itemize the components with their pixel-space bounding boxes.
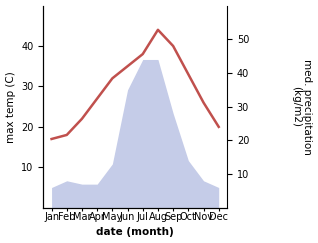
Y-axis label: med. precipitation
(kg/m2): med. precipitation (kg/m2) (291, 59, 313, 155)
X-axis label: date (month): date (month) (96, 227, 174, 237)
Y-axis label: max temp (C): max temp (C) (5, 71, 16, 142)
